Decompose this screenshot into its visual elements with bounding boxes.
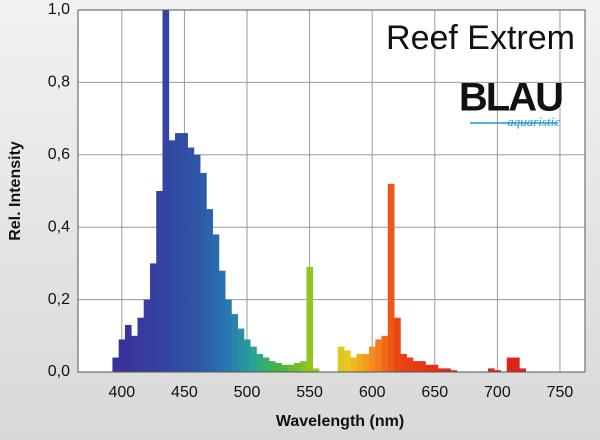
- bar: [444, 368, 451, 372]
- y-tick-label: 0,2: [48, 291, 70, 308]
- bar: [175, 133, 182, 372]
- bar: [293, 362, 301, 372]
- bar: [312, 368, 320, 372]
- y-tick-label: 0,0: [48, 363, 70, 380]
- x-tick-label: 400: [108, 384, 135, 401]
- y-tick-label: 0,8: [48, 74, 70, 91]
- bar: [412, 361, 420, 372]
- bar: [300, 361, 307, 372]
- bar: [506, 357, 514, 372]
- bar: [275, 362, 282, 372]
- x-tick-label: 600: [359, 384, 386, 401]
- x-tick-label: 750: [547, 384, 574, 401]
- bar: [400, 353, 408, 372]
- x-tick-label: 650: [421, 384, 448, 401]
- bar: [112, 357, 120, 372]
- bar: [406, 357, 414, 372]
- bar: [237, 328, 245, 372]
- bar: [231, 314, 239, 372]
- bar: [187, 147, 195, 372]
- bar: [243, 339, 251, 372]
- bar: [394, 317, 401, 372]
- y-tick-label: 0,4: [48, 218, 70, 235]
- bar: [362, 353, 370, 372]
- bar: [350, 357, 357, 372]
- bar: [250, 346, 257, 372]
- y-axis-title: Rel. Intensity: [7, 141, 24, 241]
- bar: [118, 339, 126, 372]
- x-tick-label: 450: [171, 384, 198, 401]
- bar: [344, 350, 351, 372]
- bar: [256, 353, 264, 372]
- bar: [143, 299, 151, 372]
- bar: [156, 191, 163, 372]
- bar: [168, 140, 176, 372]
- y-tick-label: 1,0: [48, 1, 70, 18]
- x-tick-label: 500: [234, 384, 261, 401]
- bar: [419, 361, 426, 372]
- bar: [306, 267, 314, 372]
- bar: [181, 133, 188, 372]
- bar: [200, 172, 207, 372]
- bar: [268, 361, 276, 372]
- bar: [369, 346, 376, 372]
- bar: [425, 364, 433, 372]
- x-axis-title: Wavelength (nm): [276, 413, 404, 430]
- bar: [431, 364, 439, 372]
- bar: [281, 364, 289, 372]
- bar: [131, 335, 138, 372]
- x-tick-label: 700: [484, 384, 511, 401]
- bar: [375, 339, 382, 372]
- bar: [487, 368, 495, 372]
- bar: [212, 234, 220, 372]
- bar: [193, 154, 201, 372]
- bar: [387, 183, 395, 372]
- x-tick-label: 550: [296, 384, 323, 401]
- bar: [124, 324, 132, 372]
- bar: [149, 263, 157, 372]
- bar: [513, 357, 520, 372]
- bar: [450, 370, 458, 372]
- bar: [225, 299, 232, 372]
- bar: [287, 364, 295, 372]
- bar: [494, 370, 501, 372]
- y-tick-label: 0,6: [48, 146, 70, 163]
- logo-name: BLAU: [459, 76, 562, 120]
- bar: [206, 209, 213, 372]
- plot-frame: [77, 9, 586, 373]
- bar: [218, 270, 226, 372]
- bar: [381, 335, 389, 372]
- logo-tagline: aquaristic: [507, 114, 560, 129]
- bar: [356, 353, 364, 372]
- bar: [337, 346, 345, 372]
- bar: [437, 368, 445, 372]
- bar: [262, 357, 270, 372]
- bar: [519, 368, 526, 372]
- bar: [137, 317, 145, 372]
- bar: [162, 10, 170, 372]
- chart-title: Reef Extrem: [386, 19, 575, 57]
